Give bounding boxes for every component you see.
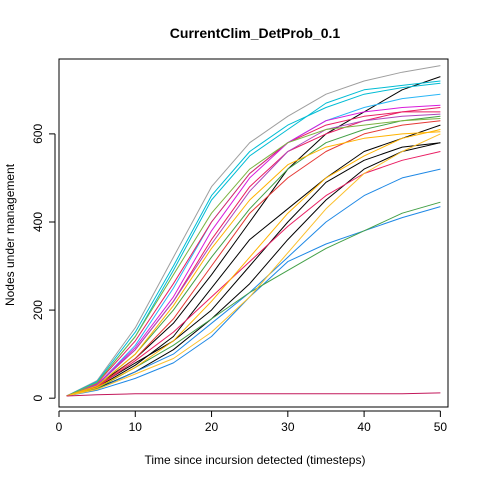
series-line-21 xyxy=(66,131,441,397)
series-line-12 xyxy=(66,151,441,397)
series-line-5 xyxy=(66,142,441,397)
y-tick-label: 600 xyxy=(31,124,45,144)
x-tick-label: 10 xyxy=(129,420,143,434)
x-tick-label: 0 xyxy=(56,420,63,434)
x-tick-label: 30 xyxy=(281,420,295,434)
series-line-19 xyxy=(66,118,441,397)
series-line-20 xyxy=(66,129,441,397)
series-line-6 xyxy=(66,82,441,397)
chart-title: CurrentClim_DetProb_0.1 xyxy=(170,25,341,41)
x-axis: 0 10 20 30 40 50 xyxy=(56,410,448,434)
series-line-22 xyxy=(66,133,441,397)
series-line-13 xyxy=(66,111,441,397)
x-tick-label: 40 xyxy=(357,420,371,434)
x-tick-label: 20 xyxy=(205,420,219,434)
series-line-15 xyxy=(66,104,441,397)
x-axis-title: Time since incursion detected (timesteps… xyxy=(145,453,366,467)
y-axis-title: Nodes under management xyxy=(3,163,17,306)
series-group xyxy=(66,65,441,397)
y-tick-label: 0 xyxy=(31,395,45,402)
series-line-16 xyxy=(66,113,441,397)
y-axis: 0 200 400 600 xyxy=(31,124,56,402)
series-line-4 xyxy=(66,124,441,397)
y-tick-label: 400 xyxy=(31,212,45,232)
plot-frame xyxy=(58,58,449,408)
series-line-1 xyxy=(66,65,441,397)
series-line-23 xyxy=(66,392,441,397)
y-tick-label: 200 xyxy=(31,300,45,320)
series-line-14 xyxy=(66,120,441,397)
x-tick-label: 50 xyxy=(434,420,448,434)
